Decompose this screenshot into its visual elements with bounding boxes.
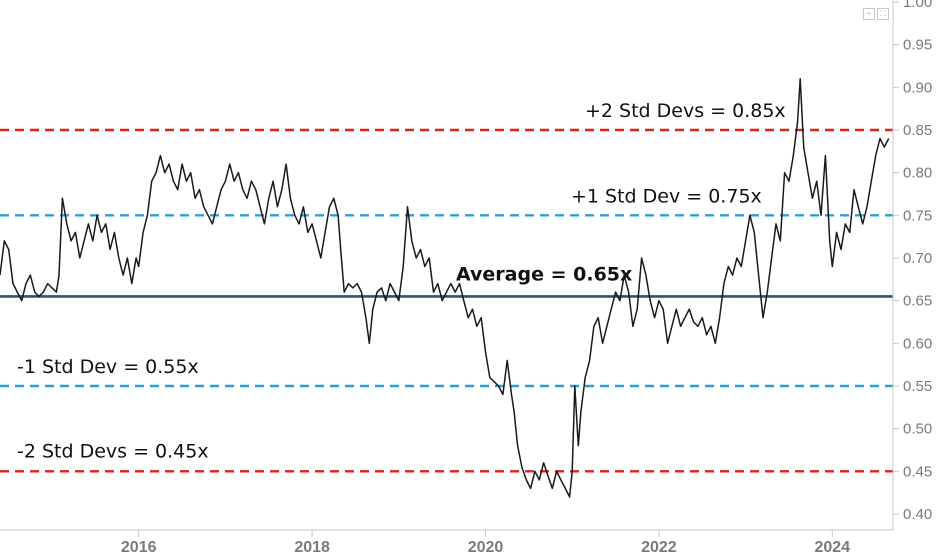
y-tick-label: 0.95 (903, 37, 932, 54)
y-tick-label: 0.45 (903, 463, 932, 480)
x-axis: 2016 2018 2020 2022 2024 (121, 530, 850, 556)
series-layer (0, 78, 890, 498)
y-axis: 0.40 0.45 0.50 0.55 0.60 0.65 0.70 0.75 0.80 0.85… (893, 0, 932, 523)
y-tick-label: 0.40 (903, 506, 932, 523)
plus-1-std-label: +1 Std Dev = 0.75x (571, 185, 762, 207)
reference-lines (0, 128, 893, 473)
y-tick-label: 0.90 (903, 79, 932, 96)
y-tick-label: 0.50 (903, 421, 932, 438)
y-tick-label: 0.75 (903, 207, 932, 224)
x-tick-label: 2018 (294, 539, 330, 556)
y-tick-label: 0.55 (903, 378, 932, 395)
y-tick-label: 0.80 (903, 165, 932, 182)
x-tick-label: 2022 (641, 539, 677, 556)
minus-2-std-label: -2 Std Devs = 0.45x (17, 440, 209, 462)
y-tick-label: 1.00 (903, 0, 932, 11)
fullscreen-icon[interactable]: ⛶ (877, 8, 889, 20)
annotations: +2 Std Devs = 0.85x +1 Std Dev = 0.75x Ave… (17, 100, 786, 462)
y-tick-label: 0.85 (903, 122, 932, 139)
x-tick-label: 2020 (468, 539, 504, 556)
average-label: Average = 0.65x (456, 263, 632, 285)
y-tick-label: 0.65 (903, 293, 932, 310)
x-tick-label: 2024 (815, 539, 851, 556)
y-tick-label: 0.70 (903, 250, 932, 267)
y-tick-label: 0.60 (903, 335, 932, 352)
zoom-icon[interactable]: + (863, 8, 875, 20)
x-tick-label: 2016 (121, 539, 157, 556)
minus-1-std-label: -1 Std Dev = 0.55x (17, 356, 199, 378)
series-line-0 (0, 78, 890, 498)
plus-2-std-label: +2 Std Devs = 0.85x (585, 100, 786, 122)
